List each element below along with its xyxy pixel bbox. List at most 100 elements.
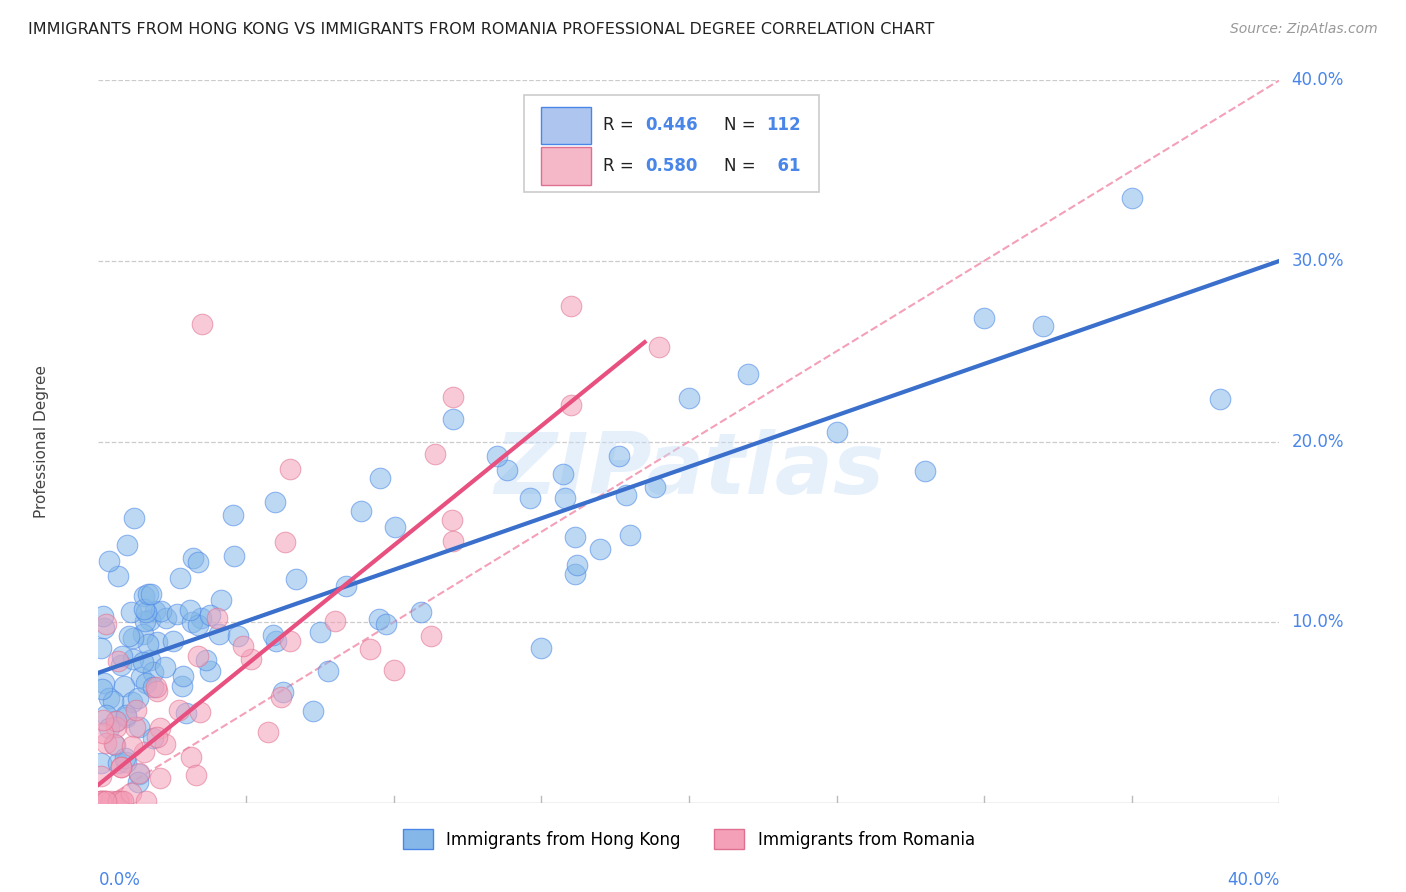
Point: [121, 739, 143, 753]
Point: [132, 589, 155, 603]
Point: [111, 649, 134, 664]
Point: [619, 528, 641, 542]
Point: [110, 760, 132, 774]
Point: [301, 705, 323, 719]
Legend: Immigrants from Hong Kong, Immigrants from Romania: Immigrants from Hong Kong, Immigrants fr…: [396, 822, 981, 856]
Point: [114, 751, 136, 765]
Point: [94, 736, 117, 750]
Text: 0.0%: 0.0%: [98, 871, 141, 889]
Point: [139, 587, 162, 601]
Point: [142, 731, 165, 746]
Point: [114, 708, 136, 723]
Text: 0.446: 0.446: [645, 117, 697, 135]
Point: [914, 464, 936, 478]
Point: [127, 691, 149, 706]
Point: [97, 554, 120, 568]
Point: [368, 612, 391, 626]
Text: 61: 61: [766, 157, 800, 175]
Text: IMMIGRANTS FROM HONG KONG VS IMMIGRANTS FROM ROMANIA PROFESSIONAL DEGREE CORRELA: IMMIGRANTS FROM HONG KONG VS IMMIGRANTS …: [28, 22, 935, 37]
Point: [142, 665, 165, 679]
Point: [145, 730, 167, 744]
Point: [121, 695, 143, 709]
Point: [441, 411, 464, 425]
Point: [180, 750, 202, 764]
Text: 30.0%: 30.0%: [1291, 252, 1344, 270]
Point: [564, 530, 586, 544]
Point: [146, 635, 169, 649]
Point: [96, 794, 118, 808]
Point: [105, 714, 128, 728]
Point: [129, 670, 152, 684]
Point: [142, 680, 165, 694]
Text: 10.0%: 10.0%: [1291, 613, 1344, 632]
Point: [207, 627, 229, 641]
Point: [93, 794, 115, 808]
Point: [117, 538, 139, 552]
Point: [184, 768, 207, 782]
Point: [648, 341, 671, 355]
Point: [423, 447, 446, 461]
Point: [136, 587, 159, 601]
Text: 40.0%: 40.0%: [1291, 71, 1344, 89]
Point: [240, 651, 263, 665]
Point: [125, 703, 148, 717]
Point: [232, 639, 254, 653]
Text: 0.580: 0.580: [645, 157, 697, 175]
Point: [825, 425, 848, 439]
Point: [120, 786, 142, 800]
Point: [257, 725, 280, 739]
Point: [195, 653, 218, 667]
Point: [188, 705, 211, 719]
Point: [181, 550, 204, 565]
Point: [191, 317, 214, 331]
Point: [124, 720, 146, 734]
Point: [122, 510, 145, 524]
Point: [98, 691, 121, 706]
Point: [209, 593, 232, 607]
Point: [226, 630, 249, 644]
Point: [316, 665, 339, 679]
Point: [107, 794, 129, 808]
Point: [560, 300, 582, 314]
Point: [262, 628, 284, 642]
Point: [737, 368, 759, 382]
Point: [128, 720, 150, 734]
Point: [359, 641, 381, 656]
Point: [678, 392, 700, 406]
Point: [132, 626, 155, 640]
Point: [614, 488, 637, 502]
Point: [205, 611, 228, 625]
Point: [274, 535, 297, 549]
Point: [350, 504, 373, 518]
Point: [166, 607, 188, 622]
Point: [973, 310, 995, 325]
Point: [134, 745, 156, 759]
Point: [114, 755, 136, 769]
Point: [1209, 392, 1232, 406]
Point: [139, 613, 162, 627]
Point: [134, 614, 156, 628]
Point: [441, 533, 464, 548]
Point: [198, 664, 221, 678]
Point: [155, 611, 177, 625]
Point: [1032, 318, 1054, 333]
Point: [222, 508, 245, 523]
Point: [149, 771, 172, 785]
Point: [384, 520, 406, 534]
Point: [368, 471, 391, 485]
Point: [179, 602, 201, 616]
Point: [409, 605, 432, 619]
Point: [112, 679, 135, 693]
Text: N =: N =: [724, 157, 761, 175]
Point: [551, 467, 574, 481]
Point: [145, 680, 167, 694]
Text: Source: ZipAtlas.com: Source: ZipAtlas.com: [1230, 22, 1378, 37]
Text: ZIPatlas: ZIPatlas: [494, 429, 884, 512]
Point: [128, 767, 150, 781]
Point: [200, 607, 222, 622]
Point: [111, 794, 134, 808]
Point: [264, 633, 287, 648]
Point: [150, 604, 173, 618]
Point: [105, 794, 128, 808]
Point: [110, 658, 132, 673]
